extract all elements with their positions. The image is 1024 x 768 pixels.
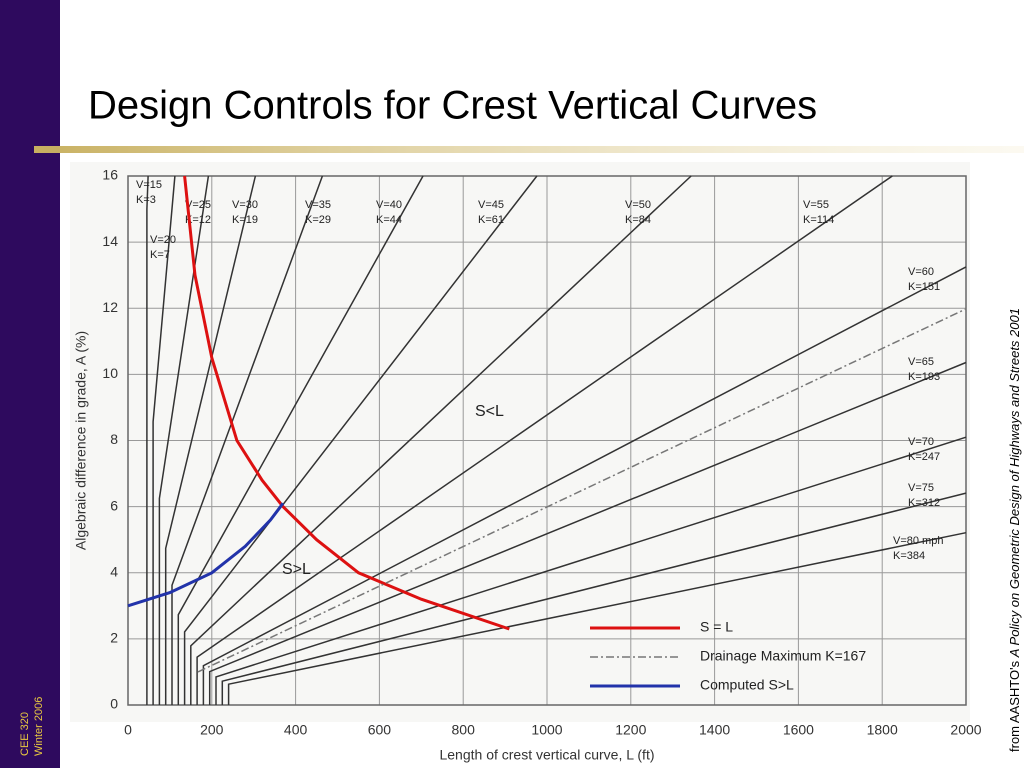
chart: 0 200 400 600 800 1000 1200 1400 1600 1800 2000 0 2 4…	[70, 162, 982, 763]
source-title: A Policy on Geometric Design of Highways…	[1007, 340, 1022, 658]
k-line	[171, 175, 324, 705]
y-tick-label: 4	[110, 563, 118, 579]
k-line	[215, 436, 967, 705]
y-tick-label: 2	[110, 630, 118, 646]
y-axis-label: Algebraic difference in grade, A (%)	[73, 331, 89, 550]
sidebar	[0, 0, 60, 768]
k-label: K=384	[893, 550, 925, 562]
x-tick-label: 200	[200, 722, 224, 738]
y-tick-label: 8	[110, 431, 118, 447]
k-line	[208, 361, 967, 705]
slide-title: Design Controls for Crest Vertical Curve…	[88, 84, 817, 128]
y-tick-label: 14	[102, 233, 118, 249]
k-label: K=114	[803, 214, 834, 226]
x-tick-label: 0	[124, 722, 132, 738]
speed-label: V=20	[150, 234, 176, 246]
y-tick-label: 6	[110, 497, 118, 513]
k-label: K=247	[908, 451, 940, 463]
k-line	[190, 175, 692, 705]
annotation: S<L	[475, 403, 504, 420]
k-line	[227, 531, 967, 705]
k-label: K=151	[908, 281, 940, 293]
k-line	[152, 175, 176, 705]
speed-label: V=15	[136, 179, 162, 191]
curve	[197, 308, 967, 673]
speed-label: V=60	[908, 266, 934, 278]
speed-label: V=30	[232, 199, 258, 211]
x-tick-label: 600	[368, 722, 392, 738]
plot-frame	[127, 175, 967, 706]
speed-label: V=55	[803, 199, 829, 211]
speed-label: V=65	[908, 356, 934, 368]
k-line	[158, 175, 210, 705]
x-tick-label: 2000	[950, 722, 981, 738]
k-line	[183, 175, 538, 705]
x-tick-label: 1800	[867, 722, 898, 738]
source: from AASHTO's A Policy on Geometric Desi…	[1007, 308, 1022, 752]
k-line	[221, 492, 967, 705]
k-label: K=193	[908, 371, 940, 383]
x-tick-label: 1200	[615, 722, 646, 738]
k-line	[164, 175, 257, 705]
k-label: K=3	[136, 194, 156, 206]
legend-label: Computed S>L	[700, 677, 794, 693]
k-line	[177, 175, 424, 705]
k-label: K=12	[185, 214, 211, 226]
speed-label: V=50	[625, 199, 651, 211]
speed-label: V=35	[305, 199, 331, 211]
k-label: K=61	[478, 214, 504, 226]
curve	[183, 175, 510, 631]
k-line	[146, 175, 149, 705]
y-tick-label: 16	[102, 167, 118, 183]
legend-label: Drainage Maximum K=167	[700, 648, 866, 664]
footer: CEE 320	[19, 712, 31, 756]
speed-label: V=70	[908, 436, 934, 448]
annotation: S>L	[282, 561, 311, 578]
x-axis-label: Length of crest vertical curve, L (ft)	[439, 747, 654, 763]
plot-area	[70, 162, 970, 722]
y-tick-label: 10	[102, 365, 118, 381]
x-tick-label: 1600	[783, 722, 814, 738]
speed-label: V=45	[478, 199, 504, 211]
speed-label: V=25	[185, 199, 211, 211]
y-tick-label: 12	[102, 299, 118, 315]
source-prefix: from AASHTO's	[1007, 657, 1022, 752]
x-tick-label: 1400	[699, 722, 730, 738]
speed-label: V=75	[908, 482, 934, 494]
k-label: K=44	[376, 214, 402, 226]
footer: Winter 2006	[33, 697, 45, 756]
k-label: K=7	[150, 249, 170, 261]
source-year: 2001	[1007, 308, 1022, 341]
x-tick-label: 400	[284, 722, 308, 738]
k-label: K=312	[908, 497, 940, 509]
y-tick-label: 0	[110, 696, 118, 712]
speed-label: V=80 mph	[893, 535, 943, 547]
legend-label: S = L	[700, 619, 733, 635]
x-tick-label: 1000	[531, 722, 562, 738]
k-label: K=84	[625, 214, 651, 226]
speed-label: V=40	[376, 199, 402, 211]
curve	[127, 502, 285, 608]
x-tick-label: 800	[452, 722, 476, 738]
k-label: K=19	[232, 214, 258, 226]
title-rule	[34, 146, 1024, 153]
k-line	[202, 266, 967, 705]
k-line	[196, 175, 893, 705]
k-label: K=29	[305, 214, 331, 226]
